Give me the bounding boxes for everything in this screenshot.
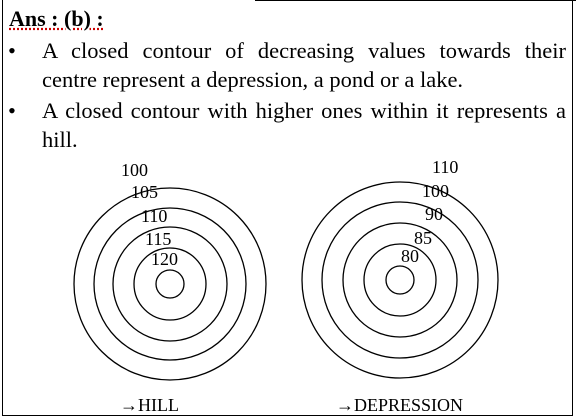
contour <box>363 243 437 317</box>
bullet: A closed contour of decreasing values to… <box>0 36 566 94</box>
contour <box>112 226 228 342</box>
contour-label: 80 <box>401 246 419 266</box>
top-rule <box>255 0 576 1</box>
contour-label: 100 <box>422 181 449 201</box>
contour <box>301 181 499 379</box>
contour-label: 110 <box>141 206 167 226</box>
contour <box>342 222 458 338</box>
contour-diagrams: 100 105 110 115 120 →HILL 110 100 90 85 … <box>73 157 499 415</box>
contour <box>133 247 207 321</box>
depression-diagram: 110 100 90 85 80 →DEPRESSION <box>301 157 499 415</box>
contour-label: 85 <box>414 228 432 248</box>
contour-label: 105 <box>131 182 158 202</box>
bullet-list: A closed contour of decreasing values to… <box>0 36 566 156</box>
contour-label: 120 <box>151 249 178 269</box>
contour <box>73 187 267 381</box>
caption: →HILL <box>120 395 179 415</box>
contour-label: 115 <box>145 229 171 249</box>
contour <box>321 201 479 359</box>
contour-label: 100 <box>121 160 148 180</box>
contour <box>385 265 415 295</box>
answer-label: Ans : (b) : <box>9 6 104 31</box>
answer-heading: Ans : (b) : <box>9 6 104 32</box>
contour <box>93 207 247 361</box>
contour-label: 90 <box>425 204 443 224</box>
hill-diagram: 100 105 110 115 120 →HILL <box>73 160 267 415</box>
contour <box>155 269 185 299</box>
bullet: A closed contour with higher ones within… <box>0 96 566 154</box>
caption: →DEPRESSION <box>336 395 463 415</box>
contour-label: 110 <box>432 157 458 177</box>
